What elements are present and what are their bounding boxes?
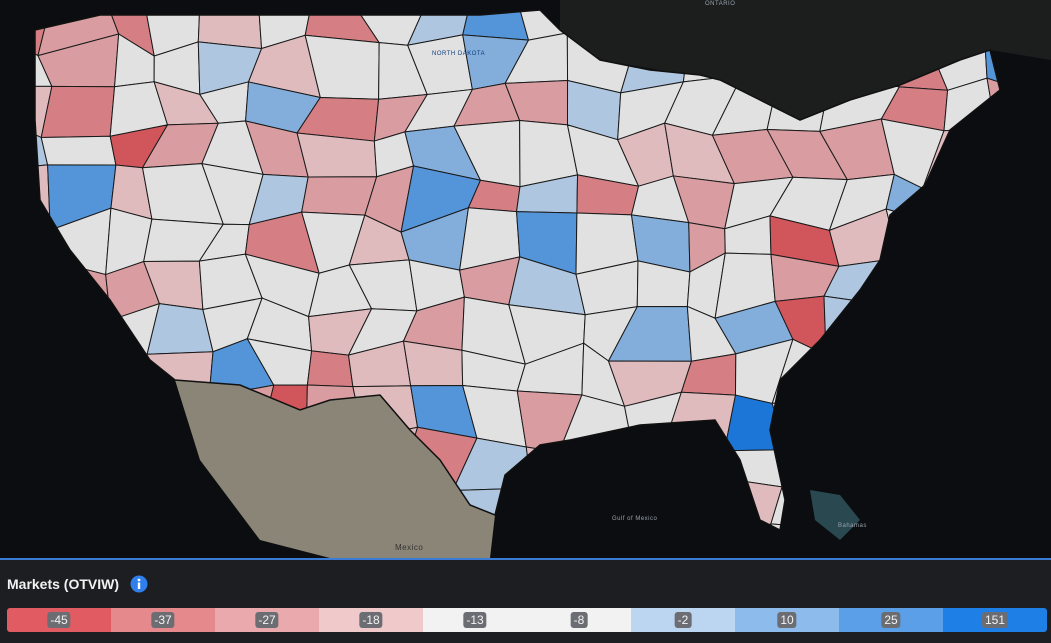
map-label: Bahamas	[838, 523, 867, 529]
market-region[interactable]	[301, 176, 378, 216]
legend-swatch: -13	[423, 608, 527, 632]
market-region[interactable]	[296, 132, 378, 178]
bahamas-shoal	[810, 490, 860, 540]
legend-swatch: 151	[943, 608, 1047, 632]
legend-swatch: 10	[735, 608, 839, 632]
legend-label: 151	[981, 612, 1009, 628]
legend-label: -13	[463, 612, 487, 628]
legend-label: -27	[255, 612, 279, 628]
legend-label: 25	[881, 612, 901, 628]
mexico-land	[175, 380, 495, 558]
market-region[interactable]	[40, 85, 116, 138]
canada-land	[560, 0, 1051, 120]
legend-panel: Markets (OTVIW) -45 -37 -27 -18 -13 -8 -2 10 25 1…	[0, 558, 1051, 643]
legend-title: Markets (OTVIW)	[7, 576, 120, 592]
legend-swatch: -27	[215, 608, 319, 632]
legend-label: 10	[777, 612, 797, 628]
map-label: ONTARIO	[705, 1, 735, 7]
legend-swatch: 25	[839, 608, 943, 632]
market-region[interactable]	[40, 135, 117, 166]
legend-swatch: -8	[527, 608, 631, 632]
info-icon[interactable]	[130, 575, 148, 593]
market-region[interactable]	[306, 350, 354, 388]
legend-swatch: -18	[319, 608, 423, 632]
legend-label: -45	[47, 612, 71, 628]
legend-label: -2	[674, 612, 692, 628]
map-label: NORTH DAKOTA	[432, 51, 485, 57]
map: ONTARIO NORTH DAKOTA Gulf of Mexico Mexi…	[34, 0, 1051, 558]
map-label: Gulf of Mexico	[612, 516, 658, 522]
legend-swatch: -37	[111, 608, 215, 632]
legend-swatch: -45	[7, 608, 111, 632]
legend-swatch: -2	[631, 608, 735, 632]
us-border	[34, 9, 1001, 532]
map-label: Mexico	[395, 543, 423, 552]
legend-label: -8	[570, 612, 588, 628]
legend-label: -37	[151, 612, 175, 628]
legend-scale: -45 -37 -27 -18 -13 -8 -2 10 25 151	[7, 608, 1047, 632]
market-region[interactable]	[984, 48, 1049, 100]
legend-label: -18	[359, 612, 383, 628]
